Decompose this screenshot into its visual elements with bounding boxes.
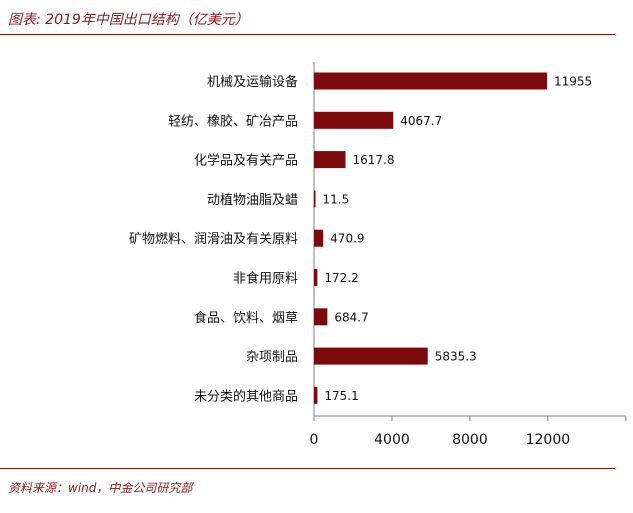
data-label: 175.1: [324, 389, 358, 403]
source-note: 资料来源：wind，中金公司研究部: [8, 481, 193, 495]
data-label: 684.7: [334, 310, 368, 324]
category-label: 杂项制品: [246, 350, 298, 365]
category-label: 未分类的其他商品: [194, 388, 298, 404]
category-label: 矿物燃料、润滑油及有关原料: [129, 231, 298, 247]
data-label: 11955: [554, 75, 592, 89]
data-label: 172.2: [324, 271, 358, 285]
x-tick-label: 12000: [526, 432, 571, 448]
bar: [314, 190, 316, 208]
data-label: 1617.8: [353, 153, 395, 167]
category-label: 机械及运输设备: [207, 74, 298, 90]
bar: [314, 269, 318, 286]
x-tick-label: 8000: [452, 432, 488, 448]
data-label: 470.9: [330, 232, 364, 246]
data-label: 11.5: [323, 192, 350, 206]
category-label: 化学品及有关产品: [194, 153, 298, 169]
bar: [314, 347, 428, 365]
bar: [314, 308, 328, 326]
category-label: 食品、饮料、烟草: [194, 310, 298, 326]
x-tick-label: 0: [310, 432, 319, 448]
bar: [314, 229, 324, 247]
figure-title: 图表: 2019年中国出口结构（亿美元）: [8, 12, 249, 28]
bar: [314, 72, 547, 90]
bar: [314, 111, 394, 129]
category-label: 轻纺、橡胶、矿冶产品: [168, 113, 298, 129]
title-rule: [0, 34, 615, 35]
category-label: 非食用原料: [233, 271, 298, 287]
data-label: 4067.7: [400, 114, 442, 128]
category-label: 动植物油脂及蜡: [207, 193, 298, 208]
data-label: 5835.3: [435, 350, 477, 364]
source-rule: [0, 468, 615, 469]
x-tick-label: 4000: [374, 432, 410, 448]
bar: [314, 386, 318, 404]
bar: [314, 151, 346, 169]
